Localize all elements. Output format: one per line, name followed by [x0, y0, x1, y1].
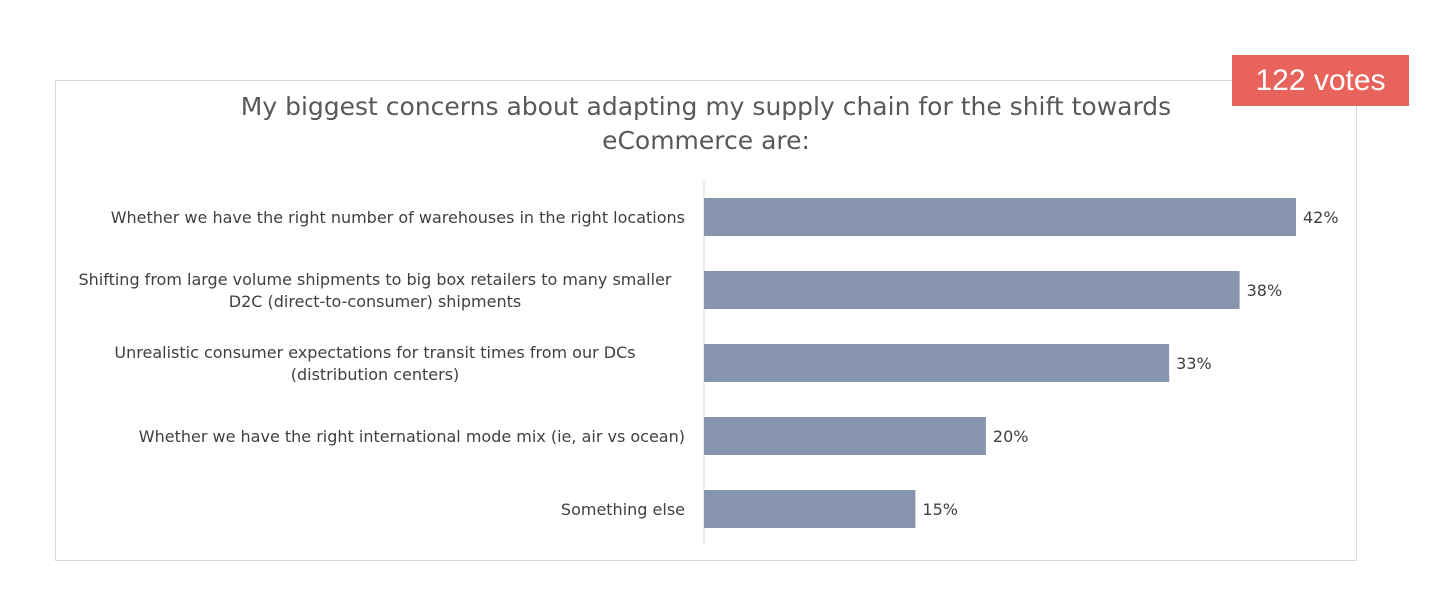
value-label-5: 15% [922, 500, 958, 519]
bar-5 [704, 490, 916, 528]
chart-title-line-2: eCommerce are: [602, 126, 810, 155]
category-label-2-line-1: Shifting from large volume shipments to … [78, 270, 671, 289]
chart-frame [55, 80, 1357, 561]
category-label-2-line-2: D2C (direct-to-consumer) shipments [229, 292, 521, 311]
category-label-3-line-2: (distribution centers) [291, 365, 460, 384]
chart-title: My biggest concerns about adapting my su… [0, 90, 1412, 158]
category-label-4-line-1: Whether we have the right international … [139, 427, 685, 446]
bar-4 [704, 417, 986, 455]
value-label-1: 42% [1303, 208, 1339, 227]
value-label-4: 20% [993, 427, 1029, 446]
category-label-1-line-1: Whether we have the right number of ware… [111, 208, 685, 227]
category-label-5-line-1: Something else [561, 500, 685, 519]
category-label-3-line-1: Unrealistic consumer expectations for tr… [114, 343, 635, 362]
bar-1 [704, 198, 1296, 236]
votes-badge: 122 votes [1232, 55, 1409, 106]
bar-2 [704, 271, 1240, 309]
chart-title-line-1: My biggest concerns about adapting my su… [240, 92, 1172, 121]
value-label-3: 33% [1176, 354, 1212, 373]
bar-3 [704, 344, 1170, 382]
value-label-2: 38% [1247, 281, 1283, 300]
